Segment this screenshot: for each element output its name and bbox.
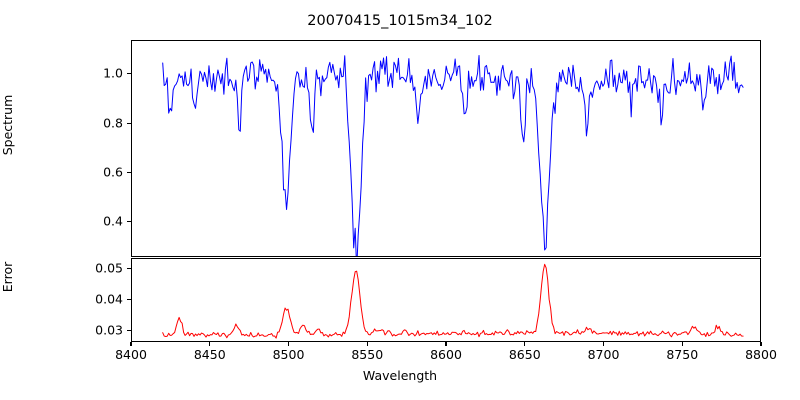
x-tickmark (209, 342, 211, 346)
error-y-axis-label: Error (0, 262, 15, 338)
x-tickmark (524, 342, 526, 346)
error-y-ticklabel: 0.03 (95, 322, 123, 338)
x-axis-label: Wavelength (362, 368, 438, 383)
spectrum-plot-area (162, 54, 744, 256)
x-ticklabel: 8600 (430, 347, 462, 362)
x-ticklabel: 8800 (745, 347, 777, 362)
x-ticklabel: 8450 (193, 347, 226, 362)
spectrum-axes (131, 40, 761, 257)
spectrum-y-axis-label-text: Spectrum (0, 94, 15, 156)
spectrum-y-ticklabel: 1.0 (103, 65, 123, 81)
x-tickmark (445, 342, 447, 346)
x-ticklabel: 8550 (351, 347, 384, 362)
spectrum-y-tickmark (127, 122, 131, 124)
error-y-ticklabel: 0.05 (95, 260, 123, 276)
x-ticklabel: 8700 (587, 347, 620, 362)
x-tickmark (760, 342, 762, 346)
error-data-line (162, 263, 744, 339)
spectrum-y-tickmark (127, 73, 131, 75)
x-tickmark (130, 342, 132, 346)
error-y-ticklabel: 0.04 (95, 291, 123, 307)
error-y-tickmark (127, 299, 131, 301)
spectrum-y-ticklabel: 0.4 (103, 213, 123, 229)
error-y-tickmark (127, 268, 131, 270)
error-y-axis-label-text: Error (0, 261, 15, 293)
spectrum-y-axis-label: Spectrum (0, 95, 15, 202)
error-plot-area (162, 263, 744, 339)
spectrum-y-tickmark (127, 171, 131, 174)
x-ticklabel: 8750 (666, 347, 699, 362)
x-ticklabel: 8400 (115, 347, 147, 362)
x-tickmark (287, 342, 290, 346)
x-tickmark (366, 342, 368, 346)
spectrum-data-line (162, 54, 744, 256)
spectrum-y-tickmark (127, 221, 131, 223)
error-axes (131, 258, 761, 342)
chart-title: 20070415_1015m34_102 (307, 13, 493, 29)
error-y-tickmark (127, 330, 131, 332)
x-ticklabel: 8650 (508, 347, 541, 362)
spectrum-y-ticklabel: 0.8 (103, 115, 123, 131)
x-ticklabel: 8500 (272, 347, 305, 362)
x-tickmark (681, 342, 683, 346)
spectrum-y-ticklabel: 0.6 (103, 164, 123, 180)
x-tickmark (602, 342, 605, 346)
